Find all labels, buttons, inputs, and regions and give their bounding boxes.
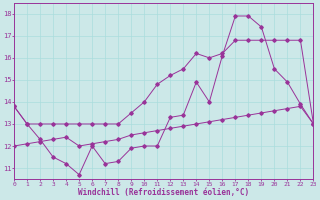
- X-axis label: Windchill (Refroidissement éolien,°C): Windchill (Refroidissement éolien,°C): [78, 188, 249, 197]
